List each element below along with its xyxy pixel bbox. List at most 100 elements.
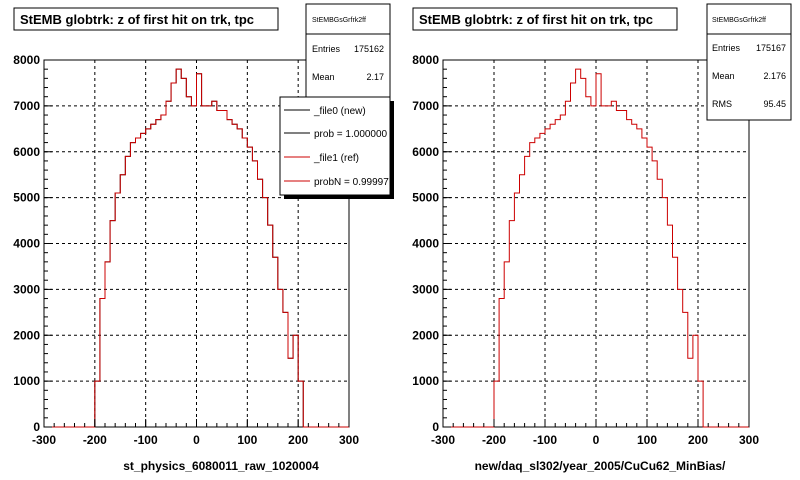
histogram-bin	[642, 138, 647, 427]
histogram-bin	[591, 106, 596, 427]
left-histogram	[44, 68, 349, 428]
histogram-bin	[247, 147, 252, 427]
histogram-bin	[637, 129, 642, 427]
histogram-bin	[95, 381, 100, 427]
right-y-axis: 0 1000 2000 3000 4000 5000 6000 7000 8000	[412, 53, 451, 434]
right-stats-rms-label: RMS	[712, 99, 732, 109]
right-histogram	[443, 68, 749, 428]
histogram-bin	[560, 115, 565, 427]
histogram-bin	[616, 110, 621, 427]
histogram-bin	[678, 289, 683, 427]
legend-label-probn: probN = 0.99997	[314, 177, 389, 188]
histogram-bin	[197, 74, 202, 427]
histogram-bin	[202, 106, 207, 427]
x-tick-label: 200	[288, 433, 308, 447]
histogram-bin	[151, 124, 156, 427]
histogram-bin	[110, 221, 115, 427]
left-stats-mean: 2.17	[366, 72, 384, 82]
x-tick-label: -200	[83, 433, 107, 447]
left-stats-entries-label: Entries	[312, 44, 341, 54]
left-title-box	[13, 7, 279, 31]
histogram-bin	[652, 161, 657, 427]
histogram-bin	[698, 381, 703, 427]
histogram-bin	[555, 120, 560, 427]
histogram-bin	[181, 78, 186, 427]
right-stats-rms: 95.45	[763, 99, 786, 109]
y-tick-label: 5000	[13, 191, 40, 205]
histogram-bin	[105, 262, 110, 427]
histogram-bin	[136, 138, 141, 427]
right-stats-entries-label: Entries	[712, 43, 741, 53]
histogram-bin	[100, 299, 105, 427]
histogram-bin	[176, 69, 181, 427]
histogram-bin	[278, 289, 283, 427]
histogram-bin	[576, 69, 581, 427]
legend-entry: _file1 (ref)	[284, 153, 359, 164]
histogram-bin	[298, 381, 303, 427]
histogram-bin	[171, 83, 176, 427]
legend-label-new: _file0 (new)	[313, 106, 366, 117]
histogram-bin	[125, 156, 130, 427]
histogram-bin	[601, 106, 606, 427]
histogram-bin	[525, 156, 530, 427]
legend-label-ref: _file1 (ref)	[313, 153, 359, 164]
histogram-bin	[186, 97, 191, 427]
histogram-bin	[657, 179, 662, 427]
histogram-bin	[622, 110, 627, 427]
y-tick-label: 4000	[13, 237, 40, 251]
histogram-bin	[627, 120, 632, 427]
histogram-bin	[494, 381, 499, 427]
histogram-bin	[263, 198, 268, 427]
histogram-bin	[565, 101, 570, 427]
histogram-bin	[530, 143, 535, 427]
x-tick-label: -300	[431, 433, 455, 447]
y-tick-label: 8000	[13, 53, 40, 67]
histogram-bin	[632, 124, 637, 427]
histogram-bin	[611, 101, 616, 427]
histogram-bin	[545, 129, 550, 427]
y-tick-label: 1000	[412, 374, 439, 388]
histogram-bin	[222, 110, 227, 427]
histogram-bin	[273, 257, 278, 427]
legend-label-prob: prob = 1.000000	[314, 129, 388, 140]
histogram-bin	[227, 120, 232, 427]
legend-entry: prob = 1.000000	[284, 129, 388, 140]
histogram-bin	[535, 138, 540, 427]
left-title: StEMB globtrk: z of first hit on trk, tp…	[20, 12, 254, 27]
left-stats-entries: 175162	[354, 44, 384, 54]
histogram-bin	[586, 97, 591, 427]
y-tick-label: 2000	[13, 328, 40, 342]
histogram-bin	[212, 101, 217, 427]
histogram-bin	[499, 299, 504, 427]
histogram-bin	[242, 138, 247, 427]
histogram-bin	[146, 129, 151, 427]
y-tick-label: 2000	[412, 328, 439, 342]
histogram-bin	[191, 106, 196, 427]
right-title-box	[412, 7, 678, 31]
right-histogram-panel: -300 -200 -100 0 100 200 300 0 1000 2000 3000 4000…	[412, 3, 792, 473]
histogram-bin	[520, 175, 525, 427]
right-grid	[443, 60, 749, 427]
x-tick-label: -200	[482, 433, 506, 447]
histogram-bin	[166, 101, 171, 427]
x-tick-label: -300	[32, 433, 56, 447]
histogram-bin	[596, 74, 601, 427]
right-x-axis: -300 -200 -100 0 100 200 300	[431, 419, 759, 447]
y-tick-label: 6000	[412, 145, 439, 159]
x-tick-label: 0	[193, 433, 200, 447]
x-tick-label: 0	[593, 433, 600, 447]
x-tick-label: 300	[339, 433, 359, 447]
histogram-bin	[688, 358, 693, 427]
histogram-bin	[217, 110, 222, 427]
right-stats-box	[706, 3, 792, 121]
histogram-bin	[571, 83, 576, 427]
histogram-bin	[509, 221, 514, 427]
histogram-bin	[693, 335, 698, 427]
histogram-bin	[288, 358, 293, 427]
histogram-ref-series	[44, 68, 349, 428]
y-tick-label: 7000	[13, 99, 40, 113]
x-tick-label: 200	[688, 433, 708, 447]
y-tick-label: 8000	[412, 53, 439, 67]
histogram-bin	[504, 262, 509, 427]
